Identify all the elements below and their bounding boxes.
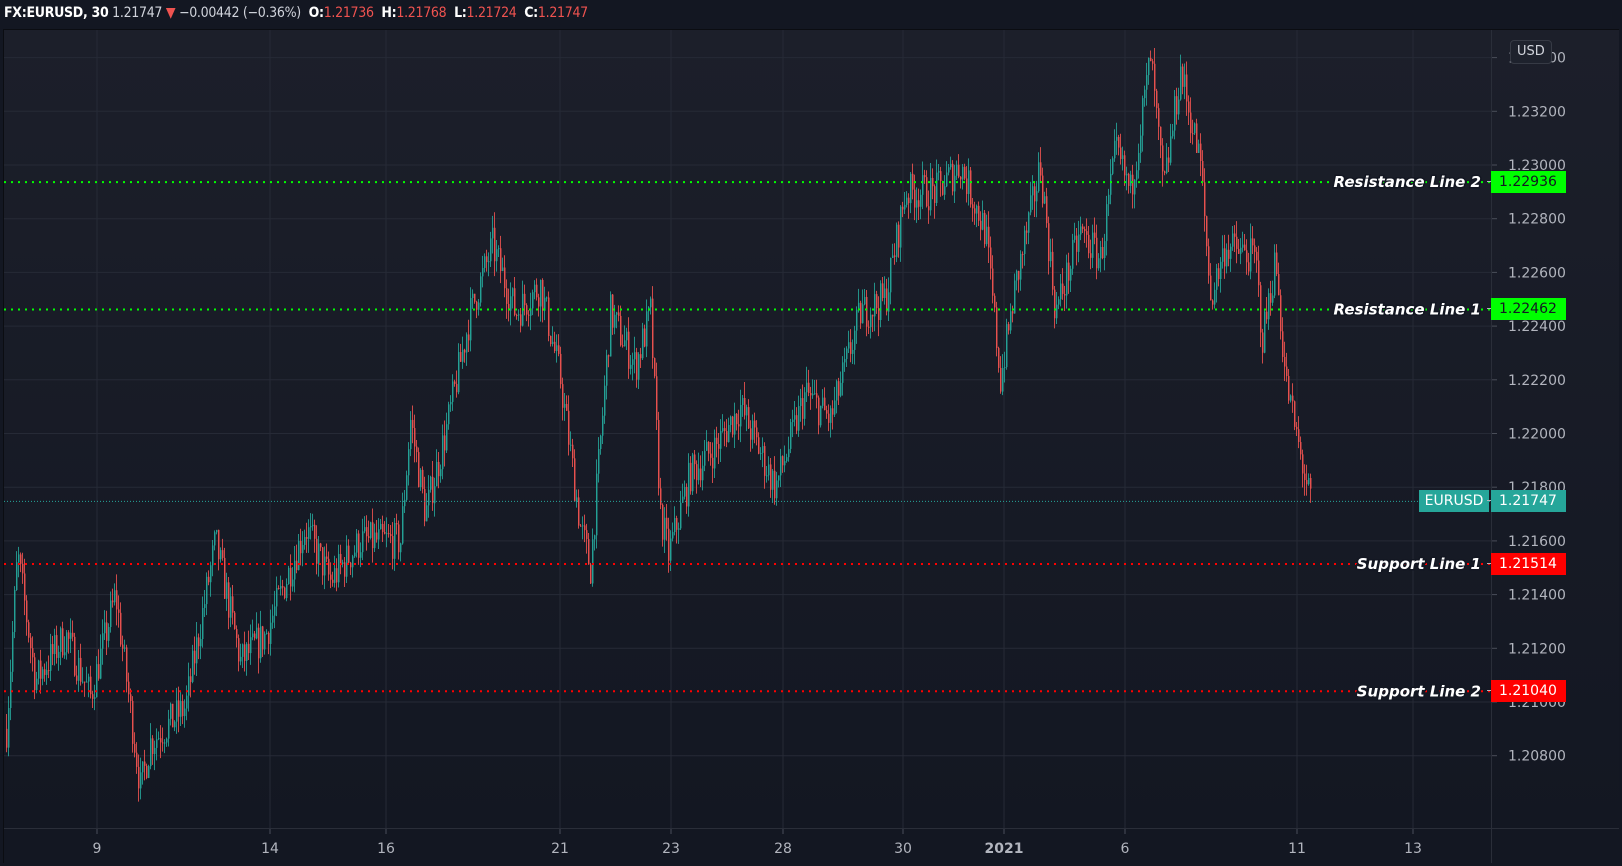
- candlestick-plot[interactable]: Resistance Line 2 Resistance Line 1 Suppor…: [4, 30, 1491, 828]
- price-tick-label: 1.22400: [1508, 319, 1566, 335]
- line-price-tag: 1.22936: [1487, 171, 1566, 194]
- symbol-tag: EURUSD: [1419, 490, 1489, 513]
- high-label: H:: [381, 5, 397, 21]
- line-price-tag: 1.22462: [1487, 298, 1566, 321]
- last-price-tag: 1.21747: [1487, 490, 1566, 513]
- price-tick-label: 1.22200: [1508, 373, 1566, 389]
- line-price-tag: 1.21514: [1487, 552, 1566, 575]
- price-tick-label: 1.22600: [1508, 265, 1566, 281]
- time-tick-label: 30: [894, 841, 912, 857]
- close-label: C:: [524, 5, 538, 21]
- price-axis-labels: 1.234001.232001.230001.228001.226001.224…: [1492, 51, 1566, 765]
- time-tick-label: 11: [1288, 841, 1306, 857]
- time-tick-label: 6: [1121, 841, 1130, 857]
- time-tick-label: 21: [551, 841, 569, 857]
- symbol-label: FX:EURUSD, 30: [4, 5, 109, 21]
- time-axis[interactable]: 9 14 16 21 23 28 30 2021 6 11 13: [4, 828, 1491, 863]
- candles: [6, 47, 1312, 802]
- time-tick-label: 14: [261, 841, 279, 857]
- time-axis-labels: 9 14 16 21 23 28 30 2021 6 11 13: [93, 829, 1422, 857]
- price-tick-label: 1.22800: [1508, 212, 1566, 228]
- open-label: O:: [308, 5, 324, 21]
- price-tick-label: 1.21200: [1508, 641, 1566, 657]
- triangle-down-icon: ▼: [165, 5, 176, 21]
- price-tick-label: 1.23200: [1508, 104, 1566, 120]
- open-value: 1.21736: [323, 5, 374, 21]
- time-tick-label: 23: [662, 841, 680, 857]
- line-label: Resistance Line 1: [1334, 300, 1481, 318]
- line-label: Resistance Line 2: [1334, 173, 1481, 191]
- line-label: Support Line 1: [1357, 555, 1481, 573]
- chart-pane[interactable]: Resistance Line 2 Resistance Line 1 Suppor…: [4, 30, 1491, 828]
- high-value: 1.21768: [396, 5, 447, 21]
- currency-badge[interactable]: USD: [1510, 40, 1552, 64]
- low-value: 1.21724: [466, 5, 517, 21]
- price-axis[interactable]: 1.234001.232001.230001.228001.226001.224…: [1491, 30, 1619, 828]
- time-tick-label: 16: [377, 841, 395, 857]
- time-tick-label: 13: [1404, 841, 1422, 857]
- axis-corner: [1491, 828, 1619, 863]
- low-label: L:: [454, 5, 467, 21]
- last-price: 1.21747: [112, 5, 163, 21]
- price-tick-label: 1.21600: [1508, 534, 1566, 550]
- time-tick-label: 28: [774, 841, 792, 857]
- chart-legend: FX:EURUSD, 30 1.21747 ▼ −0.00442 (−0.36%…: [4, 3, 588, 23]
- line-price-tag: 1.21040: [1487, 680, 1566, 703]
- price-tick-label: 1.23000: [1508, 158, 1566, 174]
- price-tick-label: 1.20800: [1508, 749, 1566, 765]
- close-value: 1.21747: [537, 5, 588, 21]
- time-tick-label: 2021: [985, 841, 1024, 857]
- line-label: Support Line 2: [1357, 682, 1481, 700]
- price-change: −0.00442 (−0.36%): [178, 5, 301, 21]
- price-tick-label: 1.22000: [1508, 427, 1566, 443]
- time-tick-label: 9: [93, 841, 102, 857]
- price-tick-label: 1.21400: [1508, 588, 1566, 604]
